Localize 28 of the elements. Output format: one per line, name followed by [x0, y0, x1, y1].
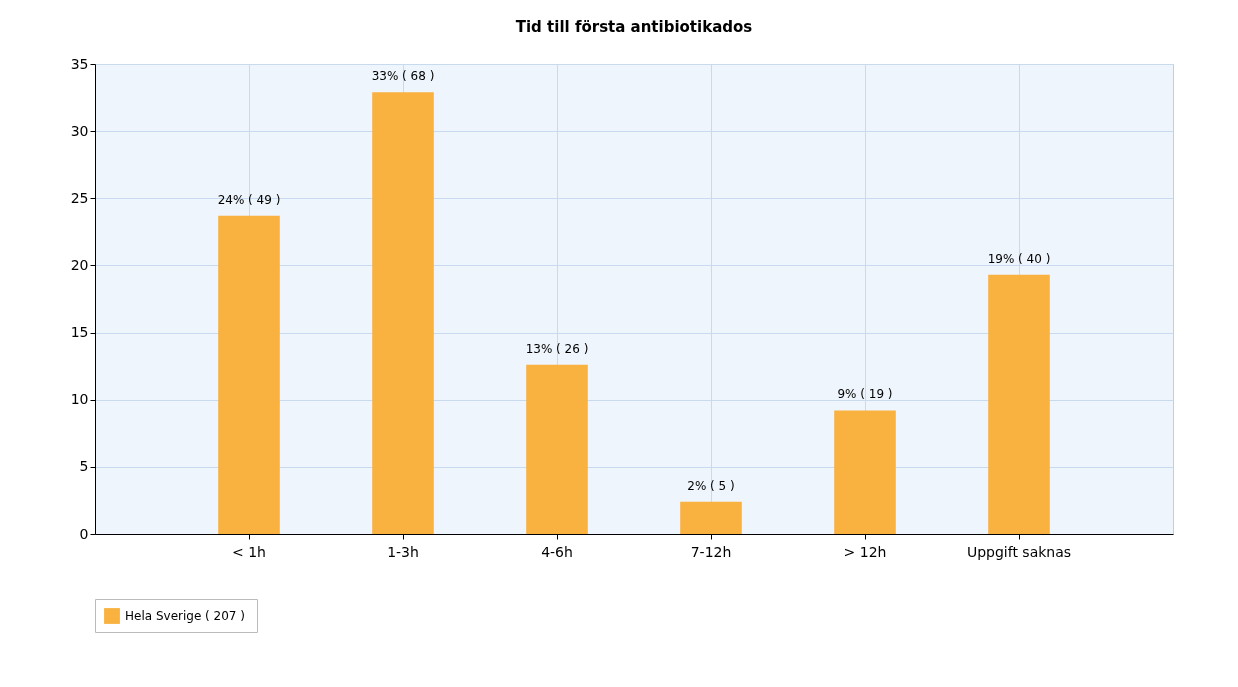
bar [834, 410, 896, 534]
chart-title: Tid till första antibiotikados [515, 18, 753, 36]
bar [372, 92, 434, 534]
y-tick-label: 10 [70, 391, 89, 408]
bar [680, 501, 742, 534]
x-tick-label: < 1h [232, 543, 266, 560]
y-tick-label: 15 [70, 324, 89, 341]
data-label: 13% ( 26 ) [525, 341, 589, 356]
data-label: 2% ( 5 ) [687, 478, 735, 493]
legend-label: Hela Sverige ( 207 ) [125, 609, 245, 623]
y-tick-label: 35 [70, 55, 89, 72]
data-label: 19% ( 40 ) [987, 251, 1051, 266]
x-tick-label: 4-6h [541, 543, 573, 560]
y-tick-label: 5 [79, 458, 89, 475]
data-label: 9% ( 19 ) [837, 387, 893, 402]
y-tick-label: 0 [79, 525, 89, 542]
x-tick-label: Uppgift saknas [966, 543, 1072, 560]
bar [218, 215, 280, 534]
y-tick-label: 20 [70, 256, 89, 273]
x-tick-label: > 12h [843, 543, 887, 560]
x-tick-label: 1-3h [387, 543, 419, 560]
y-tick-label: 30 [70, 122, 89, 139]
x-tick-label: 7-12h [690, 543, 732, 560]
y-tick-label: 25 [70, 189, 89, 206]
data-label: 24% ( 49 ) [217, 192, 281, 207]
bar [988, 274, 1050, 534]
bar [526, 364, 588, 534]
data-label: 33% ( 68 ) [371, 69, 435, 84]
